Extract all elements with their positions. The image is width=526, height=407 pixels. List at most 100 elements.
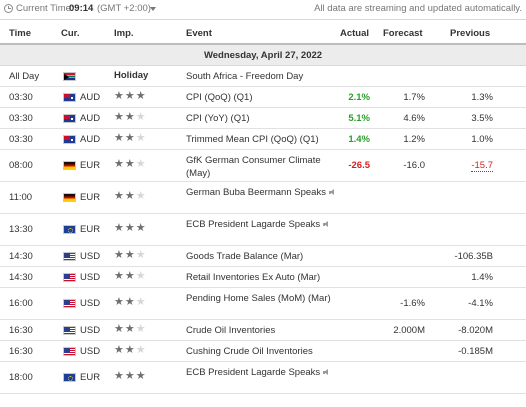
event-time: 16:00 (9, 298, 33, 309)
event-name-label[interactable]: German Buba Beermann Speaks (186, 187, 326, 198)
event-name-label[interactable]: CPI (QoQ) (Q1) (186, 92, 253, 103)
us-flag-icon (63, 273, 76, 282)
flag-cell (63, 114, 76, 123)
importance-stars: ★★★ (114, 223, 147, 234)
event-time: 14:30 (9, 272, 33, 283)
previous-value-text: -4.1% (468, 298, 493, 309)
event-name-label[interactable]: Trimmed Mean CPI (QoQ) (Q1) (186, 134, 319, 145)
header-previous[interactable]: Previous (450, 28, 491, 39)
event-name-label[interactable]: Goods Trade Balance (Mar) (186, 251, 304, 262)
date-label: Wednesday, April 27, 2022 (203, 50, 323, 61)
star-icon: ★ (135, 190, 147, 202)
header-event[interactable]: Event (186, 28, 212, 39)
table-row[interactable]: 11:00 EUR ★★★ German Buba Beermann Speaks (0, 182, 526, 214)
event-name[interactable]: GfK German Consumer Climate (May) (186, 154, 341, 180)
event-time: 08:00 (9, 160, 33, 171)
event-currency: AUD (80, 113, 101, 124)
previous-value-text[interactable]: -15.7 (471, 160, 493, 172)
importance-stars: ★★★ (114, 371, 147, 382)
event-name-label[interactable]: Pending Home Sales (MoM) (Mar) (186, 293, 331, 304)
event-name[interactable]: ECB President Lagarde Speaks (186, 218, 341, 231)
star-icon: ★ (135, 158, 147, 170)
star-icon: ★ (124, 370, 136, 382)
event-name-label[interactable]: GfK German Consumer Climate (May) (186, 155, 321, 179)
flag-cell (63, 225, 76, 234)
event-name[interactable]: Goods Trade Balance (Mar) (186, 251, 341, 262)
table-row[interactable]: 14:30 USD ★★★ Goods Trade Balance (Mar) -106… (0, 246, 526, 267)
event-name-label[interactable]: Retail Inventories Ex Auto (Mar) (186, 272, 321, 283)
event-name[interactable]: CPI (QoQ) (Q1) (186, 92, 341, 103)
event-name-label[interactable]: CPI (YoY) (Q1) (186, 113, 250, 124)
event-name[interactable]: South Africa - Freedom Day (186, 71, 341, 82)
star-icon: ★ (124, 296, 136, 308)
table-row[interactable]: 16:30 USD ★★★ Crude Oil Inventories 2.000M -8… (0, 320, 526, 341)
star-icon: ★ (135, 296, 147, 308)
star-icon: ★ (124, 111, 136, 123)
holiday-label: Holiday (114, 70, 149, 81)
table-row[interactable]: 03:30 AUD ★★★ CPI (QoQ) (Q1) 2.1% 1.7% 1.3% (0, 87, 526, 108)
star-icon: ★ (124, 270, 136, 282)
event-time: 13:30 (9, 224, 33, 235)
event-name[interactable]: ECB President Lagarde Speaks (186, 366, 341, 379)
header-forecast[interactable]: Forecast (383, 28, 423, 39)
importance-stars: ★★★ (114, 271, 147, 282)
event-name-label[interactable]: ECB President Lagarde Speaks (186, 219, 321, 230)
star-icon: ★ (135, 323, 147, 335)
topbar: Current Time: 09:14 (GMT +2:00) All data… (0, 0, 526, 18)
event-name[interactable]: CPI (YoY) (Q1) (186, 113, 341, 124)
event-name-label[interactable]: South Africa - Freedom Day (186, 71, 304, 82)
event-name[interactable]: Trimmed Mean CPI (QoQ) (Q1) (186, 134, 341, 145)
flag-cell (63, 299, 76, 308)
table-row[interactable]: 13:30 EUR ★★★ ECB President Lagarde Speaks (0, 214, 526, 246)
flag-cell (63, 161, 76, 170)
us-flag-icon (63, 326, 76, 335)
previous-value: 1.3% (471, 92, 493, 103)
event-time: 03:30 (9, 134, 33, 145)
table-row[interactable]: 03:30 AUD ★★★ CPI (YoY) (Q1) 5.1% 4.6% 3.5% (0, 108, 526, 129)
table-row[interactable]: 16:30 USD ★★★ Cushing Crude Oil Inventories… (0, 341, 526, 362)
event-name-label[interactable]: Crude Oil Inventories (186, 325, 276, 336)
event-currency: EUR (80, 372, 101, 383)
eu-flag-icon (63, 373, 76, 382)
header-time[interactable]: Time (9, 28, 32, 39)
flag-cell (63, 347, 76, 356)
previous-value: -8.020M (458, 325, 493, 336)
flag-cell (63, 135, 76, 144)
previous-value: -15.7 (471, 160, 493, 172)
table-row[interactable]: 16:00 USD ★★★ Pending Home Sales (MoM) (Mar… (0, 288, 526, 320)
event-name[interactable]: Crude Oil Inventories (186, 325, 341, 336)
de-flag-icon (63, 161, 76, 170)
previous-value: -0.185M (458, 346, 493, 357)
header-importance[interactable]: Imp. (114, 28, 134, 39)
table-row[interactable]: 14:30 USD ★★★ Retail Inventories Ex Auto (M… (0, 267, 526, 288)
previous-value-text: -106.35B (454, 251, 493, 262)
streaming-note: All data are streaming and updated autom… (314, 3, 522, 14)
header-actual[interactable]: Actual (340, 28, 370, 39)
table-row[interactable]: 18:00 EUR ★★★ ECB President Lagarde Speaks (0, 362, 526, 394)
header-currency[interactable]: Cur. (61, 28, 80, 39)
speaker-icon (323, 368, 330, 376)
star-icon: ★ (135, 370, 147, 382)
previous-value: -4.1% (468, 298, 493, 309)
event-name-label[interactable]: Cushing Crude Oil Inventories (186, 346, 313, 357)
timezone-selector[interactable]: (GMT +2:00) (97, 3, 151, 14)
event-name-label[interactable]: ECB President Lagarde Speaks (186, 367, 321, 378)
event-name[interactable]: Retail Inventories Ex Auto (Mar) (186, 272, 341, 283)
au-flag-icon (63, 93, 76, 102)
event-name[interactable]: Cushing Crude Oil Inventories (186, 346, 341, 357)
forecast-value: -16.0 (403, 160, 425, 171)
event-name[interactable]: Pending Home Sales (MoM) (Mar) (186, 292, 341, 305)
table-row[interactable]: 08:00 EUR ★★★ GfK German Consumer Climate (… (0, 150, 526, 182)
us-flag-icon (63, 347, 76, 356)
event-name[interactable]: German Buba Beermann Speaks (186, 186, 341, 199)
event-currency: USD (80, 272, 101, 283)
event-time: 03:30 (9, 92, 33, 103)
previous-value: 1.0% (471, 134, 493, 145)
table-row[interactable]: All Day Holiday South Africa - Freedom Day (0, 66, 526, 87)
star-icon: ★ (135, 249, 147, 261)
star-icon: ★ (114, 190, 125, 202)
table-row[interactable]: 03:30 AUD ★★★ Trimmed Mean CPI (QoQ) (Q1) 1.… (0, 129, 526, 150)
chevron-down-icon[interactable] (150, 7, 156, 11)
event-time: 11:00 (9, 192, 33, 203)
event-time: 16:30 (9, 325, 33, 336)
